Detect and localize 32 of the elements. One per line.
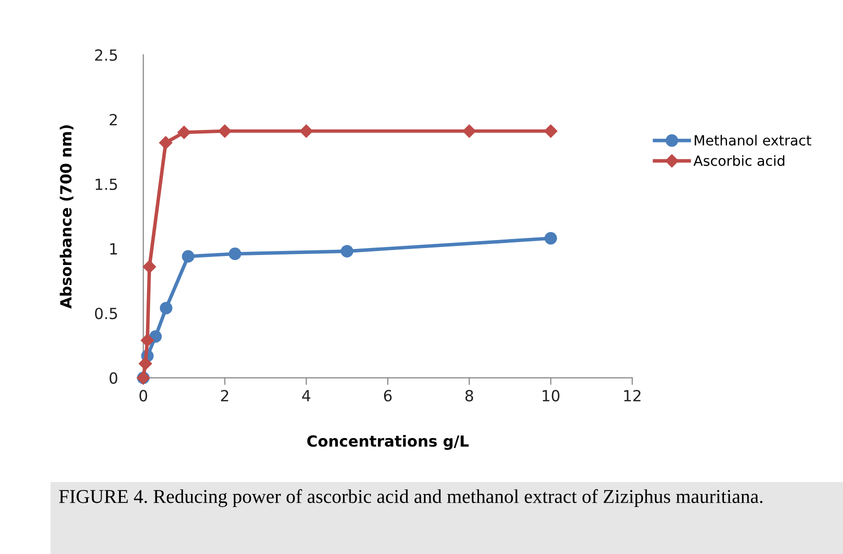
point	[182, 250, 194, 263]
y-tick-label: 0	[110, 372, 118, 384]
x-axis-title: Concentrations g/L	[307, 434, 469, 450]
point	[159, 136, 172, 150]
point	[462, 124, 476, 138]
point	[160, 302, 172, 314]
x-tick-label: 12	[624, 390, 640, 402]
point	[218, 124, 232, 138]
y-tick-label: 1	[110, 243, 117, 254]
y-tick-label: 1.5	[96, 178, 117, 190]
legend-label: Ascorbic acid	[694, 155, 784, 166]
point	[140, 334, 154, 347]
caption: FIGURE 4. Reducing power of ascorbic acid and methanol extract of Ziziphus mauritiana.	[59, 489, 762, 508]
point	[544, 232, 558, 245]
point	[228, 248, 242, 260]
point	[177, 126, 191, 139]
point	[544, 124, 558, 138]
x-tick-label: 10	[542, 390, 560, 402]
y-tick-label: 2	[110, 114, 117, 126]
y-axis-title: Absorbance (700 nm)	[60, 125, 74, 309]
x-tick-label: 8	[465, 390, 474, 402]
x-tick-label: 6	[384, 390, 392, 402]
x-tick-label: 0	[139, 390, 148, 402]
point	[138, 357, 152, 370]
x-tick-label: 2	[221, 390, 228, 402]
y-tick-label: 0.5	[95, 308, 117, 320]
point	[340, 244, 354, 258]
point	[142, 260, 156, 274]
y-tick-label: 2.5	[95, 49, 117, 61]
x-tick-label: 4	[302, 390, 310, 402]
point	[300, 124, 313, 138]
legend-label: Methanol extract	[694, 134, 812, 146]
